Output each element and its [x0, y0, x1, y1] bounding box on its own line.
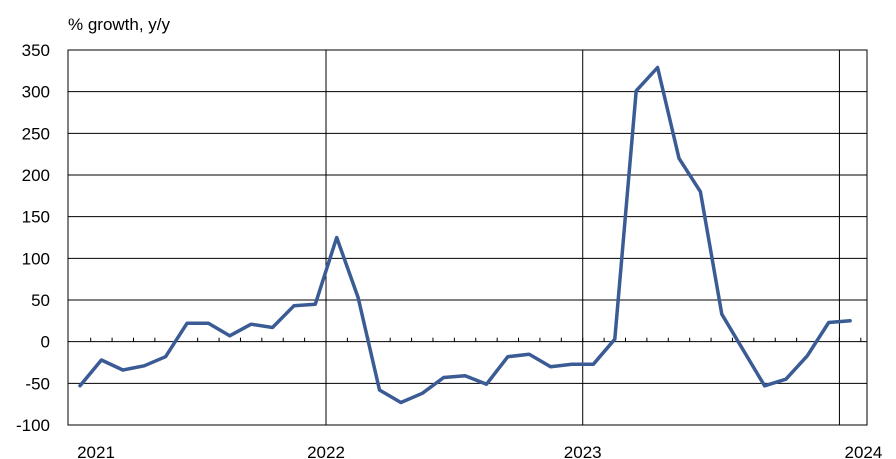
y-axis-title: % growth, y/y: [68, 15, 171, 34]
y-tick-label: -50: [25, 374, 50, 393]
y-tick-label: 0: [41, 333, 50, 352]
y-tick-label: 100: [22, 249, 50, 268]
x-tick-label: 2021: [77, 443, 115, 459]
y-tick-label: 300: [22, 83, 50, 102]
x-tick-label: 2023: [564, 443, 602, 459]
plot-area: [67, 49, 868, 426]
series-line: [78, 65, 852, 405]
y-tick-label: 250: [22, 124, 50, 143]
gridlines: [68, 49, 867, 426]
y-tick-label: 150: [22, 208, 50, 227]
y-tick-label: 200: [22, 166, 50, 185]
x-tick-label: 2024: [845, 443, 883, 459]
y-tick-label: 350: [22, 41, 50, 60]
y-tick-label: -100: [16, 416, 50, 435]
y-axis-ticks: 350 300 250 200 150 100 50 0 -50 -100: [16, 41, 50, 435]
x-tick-label: 2022: [307, 443, 345, 459]
minor-ticks: [90, 337, 862, 342]
y-tick-label: 50: [31, 291, 50, 310]
x-axis-ticks: 2021 2022 2023 2024: [77, 443, 882, 459]
